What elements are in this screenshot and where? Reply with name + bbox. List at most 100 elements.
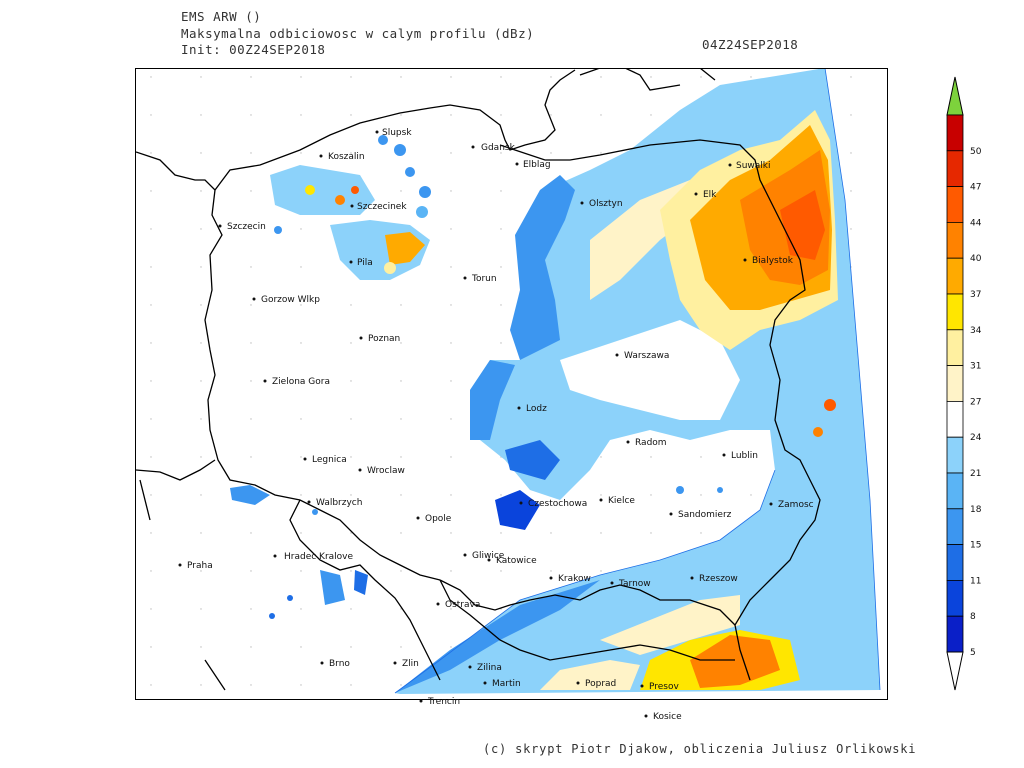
city: Ostrava — [436, 600, 480, 610]
city: Tarnow — [610, 579, 651, 589]
colorbar: 5 8 11 15 18 21 24 27 31 34 37 40 44 47 50 — [946, 76, 982, 691]
colorbar-level-label: 18 — [970, 505, 982, 515]
city: Zlin — [393, 659, 419, 669]
city: Krakow — [549, 574, 591, 584]
city: Presov — [640, 682, 680, 692]
city: Szczecin — [218, 222, 266, 232]
svg-text:Rzeszow: Rzeszow — [699, 574, 738, 584]
colorbar-level-label: 37 — [970, 290, 981, 300]
city: Czestochowa — [519, 499, 587, 509]
city: Koszalin — [319, 152, 365, 162]
svg-text:Hradec Kralove: Hradec Kralove — [284, 552, 353, 562]
sw-small-cells — [230, 485, 723, 619]
colorbar-level-label: 24 — [970, 433, 982, 443]
city: Gorzow Wlkp — [252, 295, 320, 305]
city: Szczecinek — [350, 202, 407, 212]
colorbar-swatch — [946, 544, 964, 581]
svg-text:Lublin: Lublin — [731, 451, 758, 461]
city: Opole — [416, 514, 452, 524]
svg-text:Lodz: Lodz — [526, 404, 547, 414]
svg-text:Poznan: Poznan — [368, 334, 400, 344]
svg-text:Radom: Radom — [635, 438, 667, 448]
svg-text:Poprad: Poprad — [585, 679, 616, 689]
colorbar-bottom-arrow — [946, 651, 964, 691]
city: Zielona Gora — [263, 377, 330, 387]
colorbar-swatch — [946, 615, 964, 653]
svg-text:Krakow: Krakow — [558, 574, 591, 584]
svg-text:Tarnow: Tarnow — [618, 579, 651, 589]
svg-text:Zlin: Zlin — [402, 659, 419, 669]
nw-convective-cells — [270, 135, 431, 280]
city: Bialystok — [743, 256, 794, 266]
colorbar-swatch — [946, 508, 964, 545]
city: Walbrzych — [307, 498, 362, 508]
colorbar-level-label: 5 — [970, 648, 976, 658]
city: Gdansk — [471, 143, 516, 153]
svg-text:Elblag: Elblag — [523, 160, 551, 170]
valid-time: 04Z24SEP2018 — [702, 37, 799, 52]
colorbar-swatch — [946, 150, 964, 188]
city: Suwalki — [728, 161, 771, 171]
colorbar-level-label: 8 — [970, 612, 976, 622]
svg-text:Kosice: Kosice — [653, 712, 682, 722]
reflectivity-field — [395, 69, 880, 694]
svg-text:Koszalin: Koszalin — [328, 152, 365, 162]
city: Brno — [320, 659, 350, 669]
svg-text:Walbrzych: Walbrzych — [316, 498, 362, 508]
city: Martin — [483, 679, 521, 689]
city: Trencin — [419, 697, 460, 707]
city: Radom — [626, 438, 667, 448]
city: Katowice — [487, 556, 537, 566]
colorbar-top-arrow — [946, 76, 964, 116]
colorbar-swatch — [946, 365, 964, 402]
svg-text:Sandomierz: Sandomierz — [678, 510, 732, 520]
colorbar-level-label: 47 — [970, 183, 981, 193]
svg-text:Zamosc: Zamosc — [778, 500, 814, 510]
city: Zamosc — [769, 500, 814, 510]
city: Slupsk — [375, 128, 412, 138]
colorbar-level-label: 11 — [970, 576, 981, 586]
city: Kielce — [599, 496, 635, 506]
svg-text:Zilina: Zilina — [477, 663, 502, 673]
init-time: Init: 00Z24SEP2018 — [181, 42, 326, 57]
svg-text:Szczecin: Szczecin — [227, 222, 266, 232]
colorbar-level-label: 34 — [970, 326, 982, 336]
svg-text:Gorzow Wlkp: Gorzow Wlkp — [261, 295, 320, 305]
svg-text:Czestochowa: Czestochowa — [528, 499, 587, 509]
svg-text:Katowice: Katowice — [496, 556, 537, 566]
credit-footer: (c) skrypt Piotr Djakow, obliczenia Juli… — [483, 742, 917, 756]
svg-text:Legnica: Legnica — [312, 455, 347, 465]
colorbar-level-label: 15 — [970, 541, 981, 551]
city: Elblag — [515, 160, 551, 170]
colorbar-swatch — [946, 221, 964, 259]
city: Hradec Kralove — [273, 552, 353, 562]
colorbar-swatch — [946, 186, 964, 223]
city: Kosice — [644, 712, 682, 722]
field-title: Maksymalna odbiciowosc w calym profilu (… — [181, 26, 535, 41]
svg-text:Kielce: Kielce — [608, 496, 635, 506]
model-title: EMS ARW () — [181, 9, 262, 24]
svg-text:Presov: Presov — [649, 682, 680, 692]
svg-text:Suwalki: Suwalki — [736, 161, 771, 171]
svg-text:Olsztyn: Olsztyn — [589, 199, 623, 209]
city: Olsztyn — [580, 199, 623, 209]
svg-text:Opole: Opole — [425, 514, 452, 524]
borders — [136, 69, 821, 691]
colorbar-swatch — [946, 329, 964, 366]
city: Legnica — [303, 455, 347, 465]
svg-text:Praha: Praha — [187, 561, 213, 571]
colorbar-swatch — [946, 257, 964, 295]
city: Warszawa — [615, 351, 669, 361]
svg-text:Torun: Torun — [471, 274, 497, 284]
city: Lublin — [722, 451, 758, 461]
city-labels: Slupsk Koszalin Gdansk Elblag Szczecinek… — [178, 128, 814, 722]
colorbar-level-label: 31 — [970, 362, 981, 372]
svg-text:Szczecinek: Szczecinek — [357, 202, 407, 212]
city: Sandomierz — [669, 510, 732, 520]
colorbar-swatch — [946, 436, 964, 474]
colorbar-level-label: 50 — [970, 147, 982, 157]
city: Praha — [178, 561, 213, 571]
svg-text:Gdansk: Gdansk — [481, 143, 516, 153]
city: Lodz — [517, 404, 547, 414]
